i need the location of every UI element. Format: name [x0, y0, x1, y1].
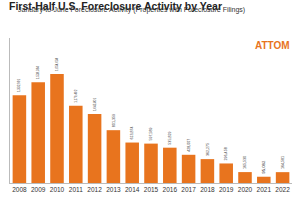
svg-text:2019: 2019 [219, 186, 234, 193]
svg-text:1,332,991: 1,332,991 [17, 79, 21, 92]
svg-text:2013: 2013 [106, 186, 121, 193]
svg-text:1,654,634: 1,654,634 [55, 57, 59, 70]
svg-text:2015: 2015 [144, 186, 159, 193]
svg-text:2020: 2020 [238, 186, 253, 193]
svg-text:January-to-June Foreclosure Ac: January-to-June Foreclosure Activity (Pr… [18, 6, 245, 14]
svg-text:2011: 2011 [69, 186, 83, 193]
svg-text:165,530: 165,530 [243, 156, 247, 169]
svg-text:2022: 2022 [275, 186, 290, 193]
svg-text:1,045,801: 1,045,801 [93, 98, 97, 111]
svg-text:1,170,402: 1,170,402 [74, 89, 78, 102]
svg-text:296,458: 296,458 [224, 147, 228, 160]
svg-text:2018: 2018 [200, 186, 215, 193]
svg-text:362,275: 362,275 [206, 143, 210, 156]
svg-text:428,007: 428,007 [187, 139, 191, 152]
svg-text:2009: 2009 [31, 186, 46, 193]
svg-text:613,874: 613,874 [130, 126, 134, 139]
svg-text:2008: 2008 [12, 186, 27, 193]
svg-text:164,581: 164,581 [281, 156, 285, 169]
svg-text:597,589: 597,589 [149, 127, 153, 140]
svg-text:801,359: 801,359 [112, 114, 116, 127]
svg-text:2010: 2010 [50, 186, 65, 193]
svg-text:95,082: 95,082 [261, 160, 266, 174]
svg-text:2016: 2016 [163, 186, 178, 193]
svg-text:2012: 2012 [87, 186, 102, 193]
svg-text:First-Half U.S. Foreclosure Ac: First-Half U.S. Foreclosure Activity by … [9, 0, 222, 12]
svg-text:535,829: 535,829 [168, 132, 172, 145]
svg-text:ATTOM: ATTOM [255, 40, 290, 51]
svg-text:2017: 2017 [181, 186, 196, 193]
svg-text:2021: 2021 [257, 186, 272, 193]
svg-text:2014: 2014 [125, 186, 140, 193]
svg-text:1,528,364: 1,528,364 [36, 66, 40, 79]
